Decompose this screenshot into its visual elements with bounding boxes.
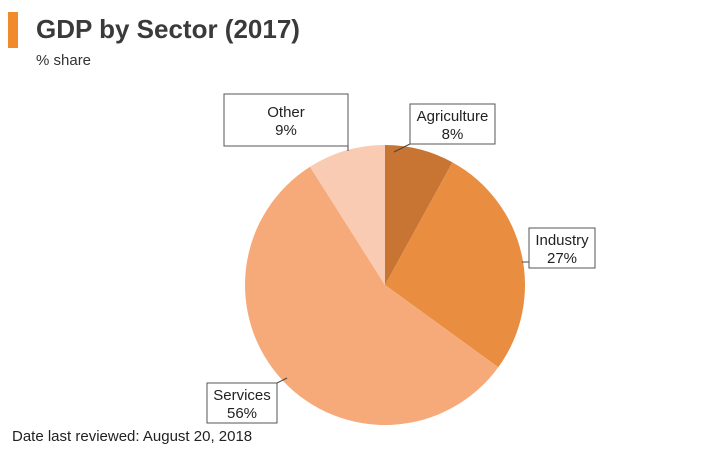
callout-box	[409, 103, 496, 145]
pie-slices	[245, 145, 526, 425]
slice-value-label: 9%	[275, 122, 297, 139]
slice-name-label: Agriculture	[417, 108, 489, 125]
chart-title: GDP by Sector (2017)	[36, 14, 300, 44]
callout-box	[206, 382, 278, 424]
date-last-reviewed: Date last reviewed: August 20, 2018	[12, 428, 253, 445]
callout-pointer	[393, 143, 411, 153]
slice-value-label: 27%	[547, 250, 577, 267]
callout-box	[223, 93, 349, 147]
callout-box	[528, 227, 596, 269]
slice-name-label: Other	[267, 104, 305, 121]
slice-name-label: Services	[213, 387, 271, 404]
callout-pointer	[276, 377, 288, 384]
pie-slice-industry	[385, 162, 526, 368]
pie-slice-other	[309, 145, 385, 285]
pie-slice-agriculture	[385, 145, 453, 285]
chart-subtitle: % share	[36, 52, 92, 69]
pie-slice-services	[245, 166, 499, 425]
slice-value-label: 56%	[227, 405, 257, 422]
slice-name-label: Industry	[535, 232, 589, 249]
title-accent-bar	[8, 12, 18, 48]
slice-value-label: 8%	[442, 126, 464, 143]
